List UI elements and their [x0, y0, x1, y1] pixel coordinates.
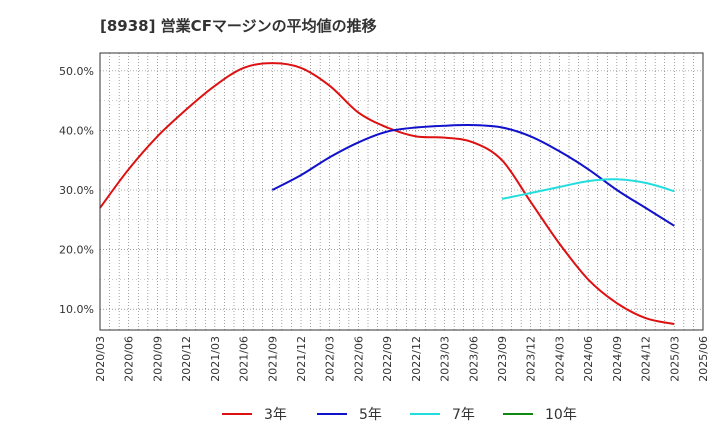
x-tick-label: 2023/06 [467, 336, 480, 382]
x-tick-label: 2022/12 [410, 336, 423, 382]
legend-label: 5年 [359, 407, 382, 423]
legend-label: 10年 [545, 407, 577, 423]
x-tick-label: 2020/09 [151, 336, 164, 382]
x-tick-label: 2021/09 [266, 336, 279, 382]
series-line-2 [271, 124, 675, 227]
x-tick-label: 2022/09 [381, 336, 394, 382]
x-tick-label: 2021/06 [238, 336, 251, 382]
plot-area [99, 52, 704, 331]
series-line-1 [99, 62, 675, 325]
grid [100, 53, 703, 330]
x-tick-label: 2023/09 [496, 336, 509, 382]
x-tick-label: 2024/06 [582, 336, 595, 382]
x-tick-label: 2023/12 [525, 336, 538, 382]
x-tick-label: 2024/09 [611, 336, 624, 382]
x-tick-label: 2025/03 [668, 336, 681, 382]
x-tick-label: 2025/06 [697, 336, 710, 382]
x-tick-label: 2022/06 [352, 336, 365, 382]
y-tick-label: 20.0% [59, 244, 94, 257]
legend-label: 3年 [264, 407, 287, 423]
x-tick-label: 2024/12 [640, 336, 653, 382]
x-tick-label: 2021/03 [209, 336, 222, 382]
legend-label: 7年 [452, 407, 475, 423]
series-line-3 [501, 178, 675, 200]
y-tick-label: 30.0% [59, 184, 94, 197]
x-tick-label: 2024/03 [553, 336, 566, 382]
y-tick-label: 40.0% [59, 124, 94, 137]
x-tick-label: 2020/03 [94, 336, 107, 382]
y-tick-label: 10.0% [59, 303, 94, 316]
series-group [99, 62, 675, 325]
x-tick-label: 2020/06 [123, 336, 136, 382]
x-tick-label: 2021/12 [295, 336, 308, 382]
chart-title: [8938] 営業CFマージンの平均値の推移 [100, 17, 377, 35]
y-tick-label: 50.0% [59, 65, 94, 78]
x-tick-label: 2022/03 [324, 336, 337, 382]
legend: 3年 5年 7年 10年 [222, 407, 577, 423]
x-tick-label: 2020/12 [180, 336, 193, 382]
x-axis: 2020/03 2020/06 2020/09 2020/12 2021/03 2021/… [94, 336, 710, 382]
x-tick-label: 2023/03 [439, 336, 452, 382]
y-axis: 10.0% 20.0% 30.0% 40.0% 50.0% [59, 65, 94, 316]
